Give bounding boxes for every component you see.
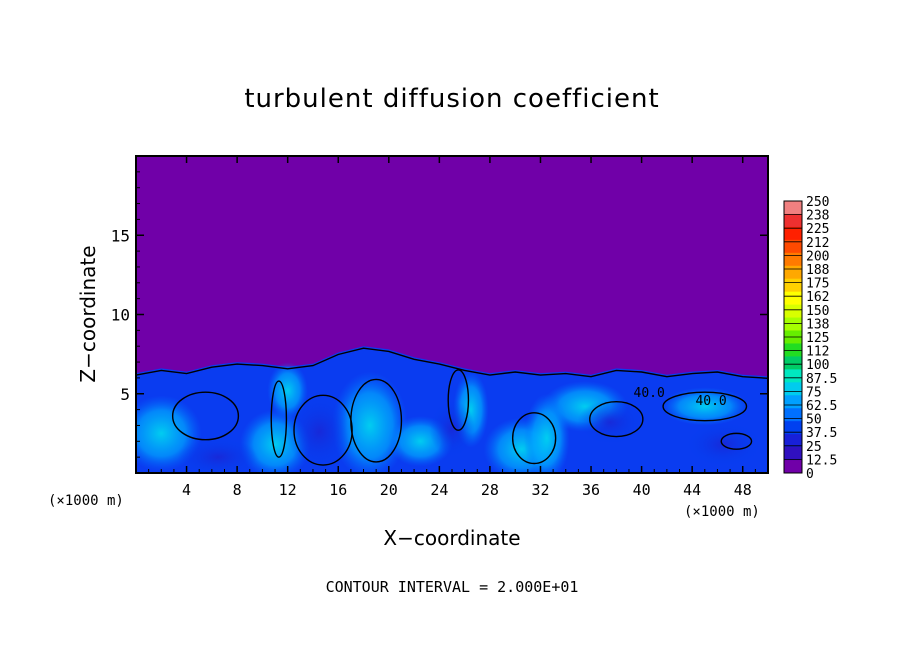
colorbar-swatch [784, 291, 802, 306]
colorbar-swatch [784, 356, 802, 370]
contour-line [447, 369, 470, 431]
field-structure [177, 438, 259, 473]
x-axis-label: X−coordinate [383, 526, 521, 550]
contour-line [720, 432, 753, 450]
contour-line [662, 391, 748, 422]
field-structure [524, 393, 570, 473]
colorbar-swatch [784, 408, 802, 422]
colorbar-label: 150 [806, 304, 829, 319]
colorbar-swatch [784, 252, 802, 267]
colorbar-swatch [784, 382, 802, 396]
colorbar-swatch [784, 369, 802, 383]
x-tick-label: 12 [279, 481, 297, 499]
heatmap-field [136, 346, 768, 473]
colorbar-label: 238 [806, 209, 829, 224]
x-tick-label: 44 [683, 481, 701, 499]
colorbar-label: 87.5 [806, 372, 837, 387]
colorbar-swatch [784, 304, 802, 319]
x-tick-label: 36 [582, 481, 600, 499]
colorbar-label: 162 [806, 290, 829, 305]
colorbar-swatch [784, 317, 802, 332]
x-tick-label: 4 [182, 481, 191, 499]
x-unit-left: (×1000 m) [48, 493, 124, 509]
colorbar-label: 100 [806, 358, 829, 373]
colorbar-label: 138 [806, 317, 829, 332]
x-unit-right: (×1000 m) [684, 504, 760, 520]
colorbar-label: 0 [806, 467, 814, 482]
y-axis: 5 10 15 [111, 171, 768, 458]
colorbar-label: 212 [806, 236, 829, 251]
colorbar-label: 75 [806, 385, 822, 400]
colorbar-label: 200 [806, 249, 829, 264]
x-tick-label: 16 [329, 481, 347, 499]
colorbar-swatch [784, 278, 802, 293]
colorbar-label: 175 [806, 277, 829, 292]
contour-line [511, 412, 557, 465]
field-structure [577, 400, 643, 445]
contour-line [136, 347, 768, 379]
field-structure [429, 400, 475, 458]
colorbar-swatch [784, 395, 802, 409]
colorbar-label: 125 [806, 331, 829, 346]
colorbar: 2502382252122001881751621501381251121008… [783, 195, 837, 482]
colorbar-swatch [784, 239, 802, 254]
x-axis: 4 8 12 16 20 24 28 32 36 40 44 48 [148, 156, 756, 499]
contour-lines [136, 347, 768, 466]
y-tick-label: 10 [111, 306, 130, 325]
contour-label: 40.0 [695, 394, 726, 409]
colorbar-label: 25 [806, 440, 822, 455]
contour-interval-note: CONTOUR INTERVAL = 2.000E+01 [325, 578, 579, 596]
contour-line [270, 380, 288, 458]
contour-line [171, 391, 240, 441]
colorbar-label: 250 [806, 195, 829, 210]
x-tick-label: 20 [380, 481, 398, 499]
contour-labels: 40.0 40.0 [634, 386, 727, 409]
colorbar-label: 37.5 [806, 426, 837, 441]
colorbar-swatch [784, 265, 802, 280]
colorbar-swatch [784, 421, 802, 435]
contour-line [350, 378, 403, 463]
colorbar-label: 112 [806, 345, 829, 360]
contour-label: 40.0 [634, 386, 665, 401]
x-tick-label: 24 [430, 481, 448, 499]
colorbar-swatch [784, 460, 802, 474]
x-tick-label: 40 [633, 481, 651, 499]
colorbar-swatch [784, 434, 802, 448]
x-tick-label: 48 [734, 481, 752, 499]
chart-title: turbulent diffusion coefficient [244, 84, 660, 114]
colorbar-label: 225 [806, 222, 829, 237]
colorbar-swatch [784, 201, 802, 215]
colorbar-swatch [784, 213, 802, 228]
colorbar-label: 188 [806, 263, 829, 278]
colorbar-label: 12.5 [806, 453, 837, 468]
colorbar-swatch [784, 447, 802, 461]
colorbar-label: 50 [806, 413, 822, 428]
field-structure [661, 387, 748, 426]
field-structure [286, 393, 353, 470]
colorbar-label: 62.5 [806, 399, 837, 414]
y-axis-label: Z−coordinate [76, 245, 100, 383]
colorbar-swatch [784, 226, 802, 241]
contour-line [589, 400, 644, 438]
y-tick-label: 15 [111, 226, 130, 245]
x-tick-label: 28 [481, 481, 499, 499]
y-tick-label: 5 [120, 385, 130, 404]
x-tick-label: 8 [233, 481, 242, 499]
x-tick-label: 32 [531, 481, 549, 499]
